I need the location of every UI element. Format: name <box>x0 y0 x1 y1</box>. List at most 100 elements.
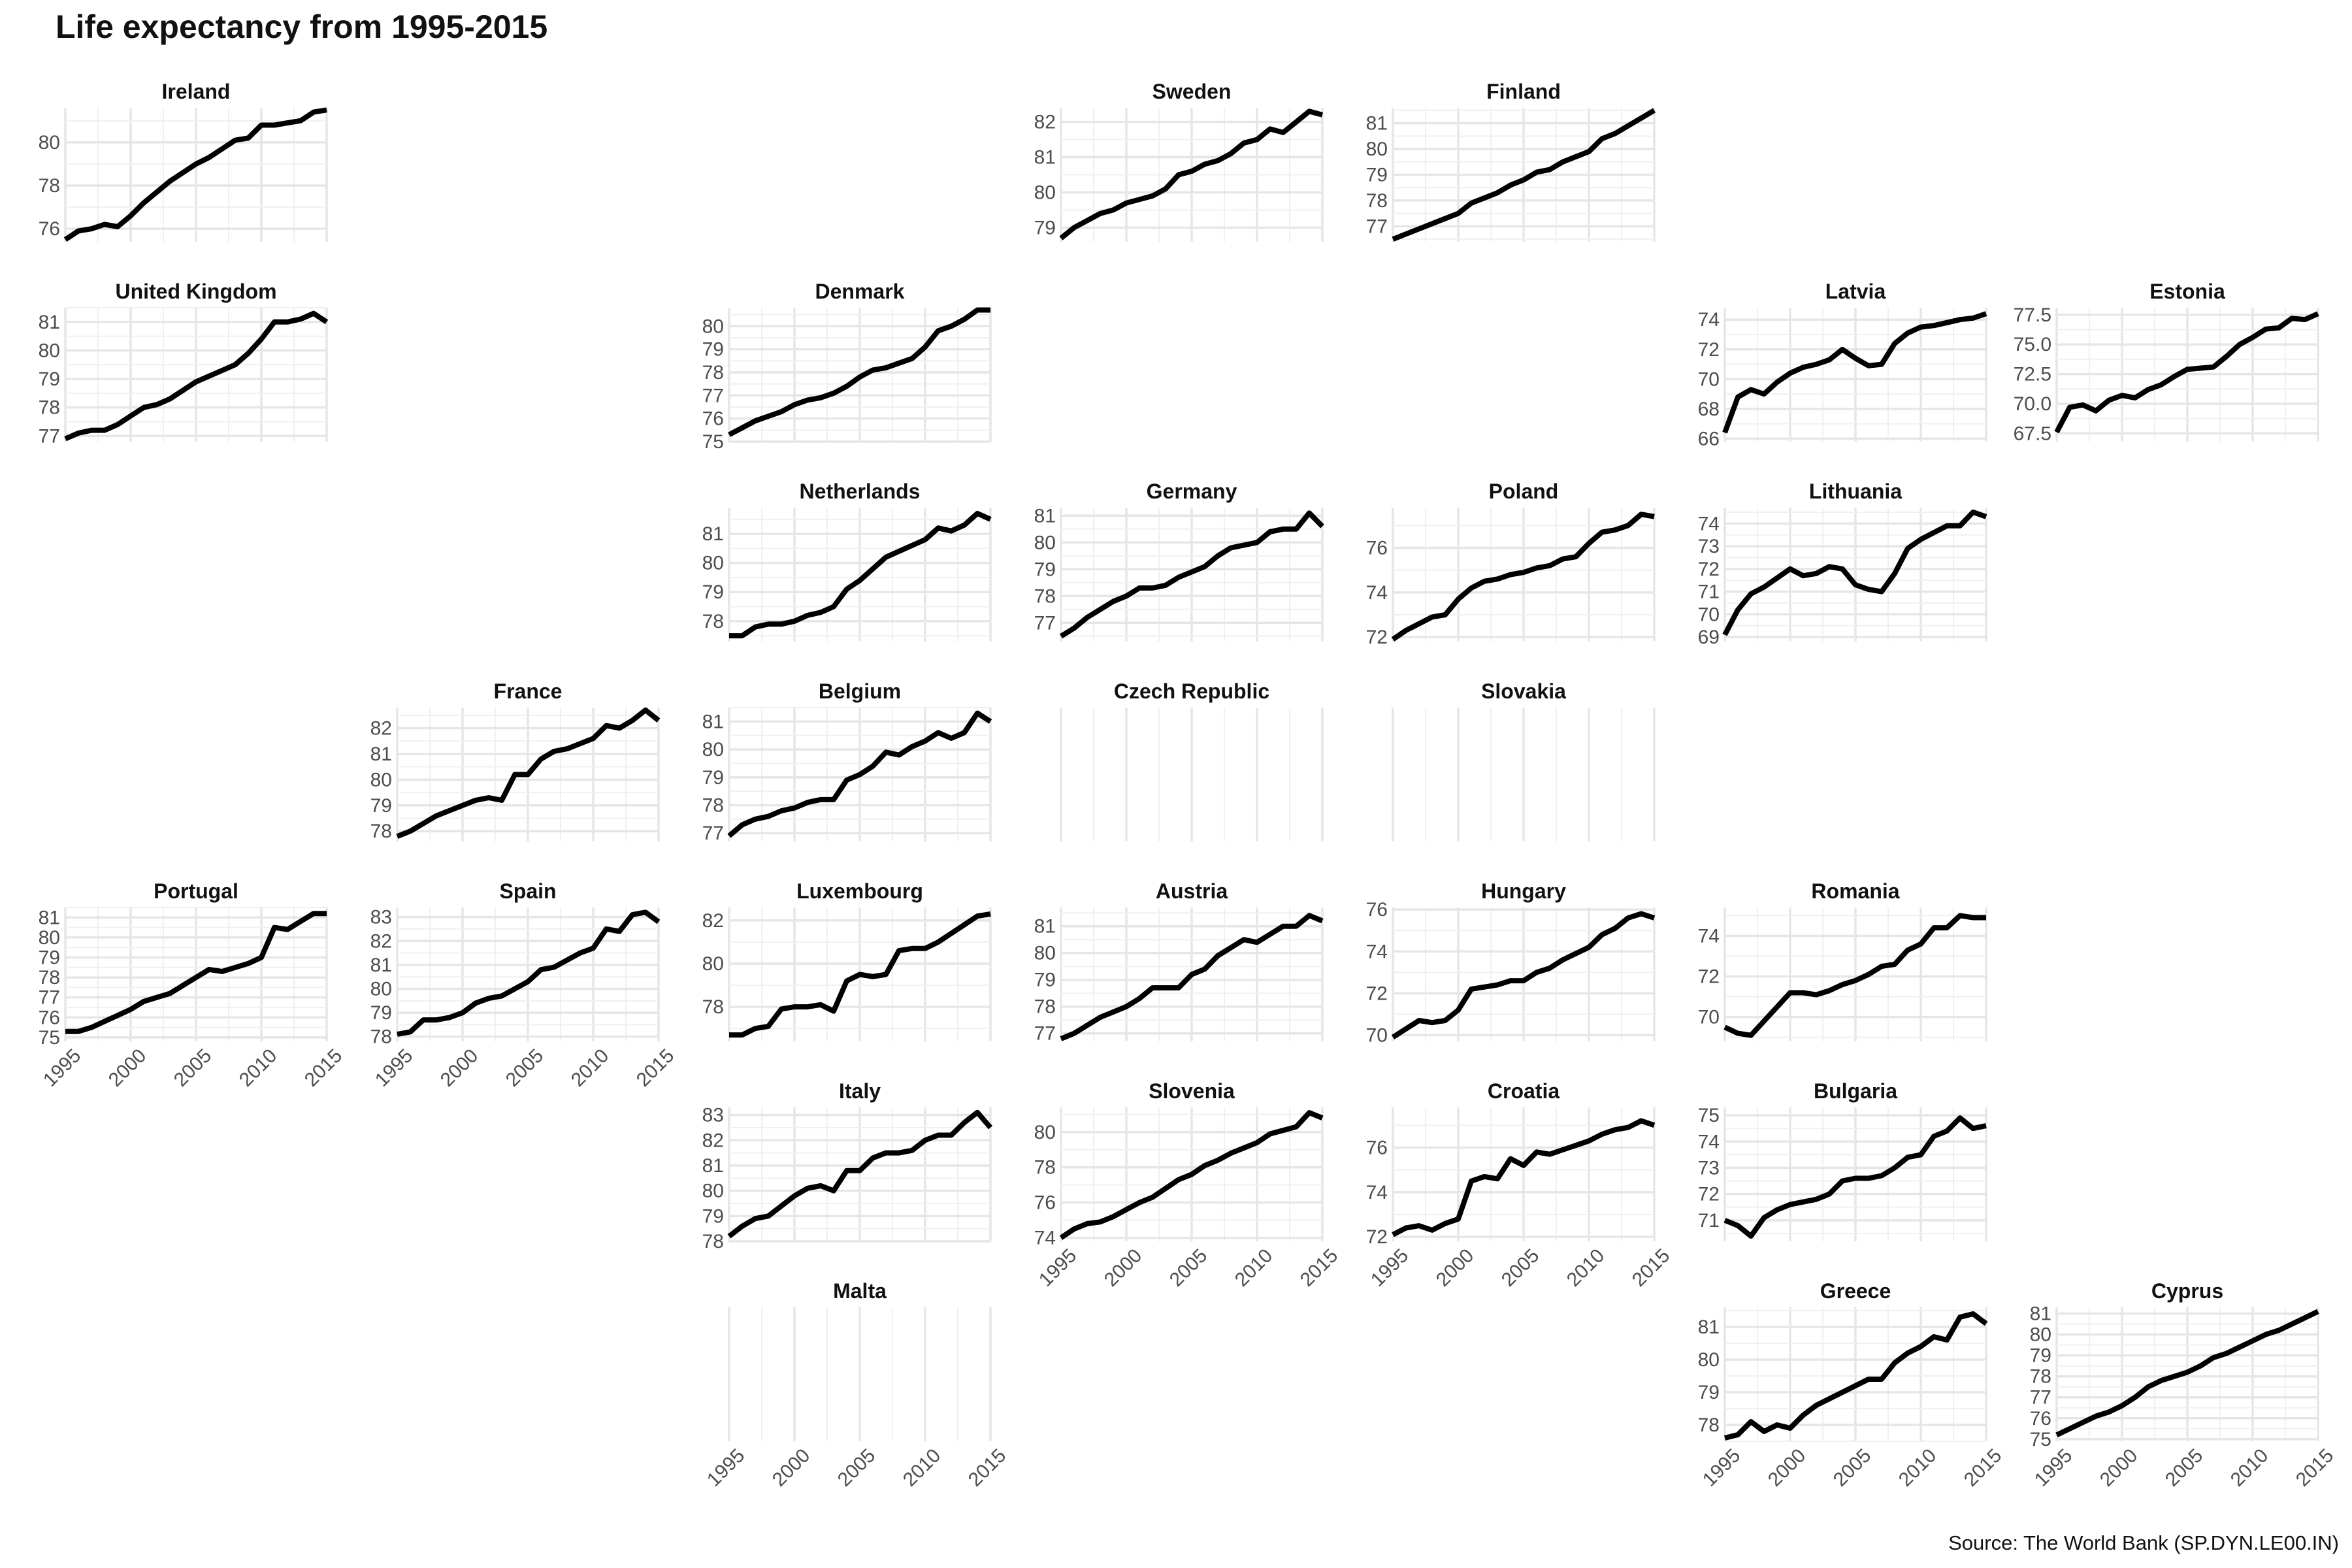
y-tick-label: 83 <box>370 907 392 928</box>
x-tick-label: 1995 <box>371 1045 417 1091</box>
y-tick-label: 79 <box>370 1002 392 1024</box>
facet-title: Croatia <box>1488 1079 1560 1103</box>
x-tick-label: 1995 <box>1367 1245 1413 1291</box>
facet-title: Cyprus <box>2151 1279 2223 1303</box>
y-tick-label: 78 <box>1698 1414 1720 1436</box>
y-tick-label: 83 <box>702 1105 724 1126</box>
facet-title: Netherlands <box>800 480 921 503</box>
y-tick-label: 81 <box>1034 505 1056 527</box>
x-tick-label: 2005 <box>502 1045 548 1091</box>
y-tick-label: 78 <box>702 1231 724 1252</box>
y-tick-label: 81 <box>702 1155 724 1177</box>
y-tick-label: 72 <box>1698 559 1720 580</box>
y-tick-label: 81 <box>2030 1303 2051 1325</box>
series-line-latvia <box>1722 311 1987 434</box>
facet-panel-bulgaria: Bulgaria 71 72 73 74 75 <box>1698 1079 1987 1241</box>
facet-panel-austria: Austria 77 78 79 80 81 <box>1034 879 1324 1045</box>
facet-title: Bulgaria <box>1814 1079 1897 1103</box>
y-tick-label: 76 <box>1366 1137 1388 1159</box>
x-tick-label: 2015 <box>2292 1445 2338 1491</box>
x-tick-label: 1995 <box>2031 1445 2077 1491</box>
x-tick-label: 2000 <box>2096 1445 2142 1491</box>
facet-title: Czech Republic <box>1114 679 1269 703</box>
facet-title: Sweden <box>1152 80 1232 103</box>
y-tick-label: 72 <box>1698 339 1720 361</box>
series-line-ireland <box>63 107 327 242</box>
series-line-estonia <box>2054 311 2319 434</box>
y-tick-label: 78 <box>39 397 60 419</box>
y-tick-label: 81 <box>702 523 724 545</box>
facet-panel-italy: Italy 78 79 80 81 82 83 <box>702 1079 993 1252</box>
y-tick-label: 70.0 <box>2014 393 2051 415</box>
y-tick-label: 80 <box>1034 943 1056 964</box>
facet-panel-germany: Germany 77 78 79 80 81 <box>1034 480 1324 642</box>
x-tick-label: 2005 <box>2161 1445 2208 1491</box>
series-line-spain <box>397 909 661 1037</box>
y-tick-label: 80 <box>39 132 60 154</box>
y-tick-label: 82 <box>1034 112 1056 133</box>
y-tick-label: 74 <box>1698 1131 1720 1152</box>
y-tick-label: 76 <box>39 1007 60 1028</box>
x-tick-label: 2015 <box>632 1045 679 1091</box>
y-tick-label: 80 <box>702 316 724 337</box>
y-tick-label: 78 <box>702 996 724 1018</box>
y-tick-label: 78 <box>702 611 724 632</box>
y-tick-label: 82 <box>370 930 392 952</box>
y-tick-label: 68 <box>1698 399 1720 420</box>
y-tick-label: 82 <box>702 1130 724 1151</box>
x-tick-label: 2015 <box>301 1045 347 1091</box>
facet-title: Luxembourg <box>796 879 923 903</box>
y-tick-label: 80 <box>1034 532 1056 553</box>
facet-title: Belgium <box>819 679 901 703</box>
series-line-hungary <box>1391 911 1656 1039</box>
x-tick-label: 2010 <box>1895 1445 1941 1491</box>
series-line-poland <box>1391 512 1655 642</box>
x-tick-label: 2015 <box>1960 1445 2006 1491</box>
x-tick-label: 2000 <box>436 1045 483 1091</box>
y-tick-label: 70 <box>1698 604 1720 625</box>
y-tick-label: 78 <box>39 175 60 197</box>
y-tick-label: 80 <box>702 553 724 574</box>
y-tick-label: 71 <box>1698 1210 1720 1232</box>
facet-title: Ireland <box>162 80 231 103</box>
y-tick-label: 72 <box>1366 983 1388 1004</box>
facet-title: Greece <box>1820 1279 1891 1303</box>
series-line-france <box>396 707 661 839</box>
y-tick-label: 67.5 <box>2014 423 2051 444</box>
y-tick-label: 81 <box>1034 147 1056 169</box>
series-line-sweden <box>1059 108 1324 240</box>
y-tick-label: 77 <box>1366 216 1388 237</box>
facet-panel-finland: Finland 77 78 79 80 81 <box>1366 80 1656 242</box>
y-tick-label: 80 <box>1034 182 1056 203</box>
y-tick-label: 80 <box>702 953 724 975</box>
y-tick-label: 76 <box>39 218 60 240</box>
y-tick-label: 70 <box>1698 1007 1720 1028</box>
y-tick-label: 70 <box>1698 368 1720 390</box>
series-line-croatia <box>1392 1118 1656 1237</box>
y-tick-label: 72 <box>1366 627 1388 648</box>
y-tick-label: 80 <box>39 927 60 949</box>
series-line-finland <box>1392 108 1656 242</box>
facet-title: Finland <box>1486 80 1561 103</box>
y-tick-label: 75 <box>1698 1105 1720 1126</box>
facet-title: Romania <box>1811 879 1899 903</box>
y-tick-label: 81 <box>1034 916 1056 938</box>
facet-title: France <box>494 679 563 703</box>
y-tick-label: 77 <box>702 385 724 406</box>
x-tick-label: 2000 <box>1100 1245 1147 1291</box>
facet-title: Denmark <box>815 280 905 303</box>
x-tick-label: 1995 <box>39 1045 86 1091</box>
y-tick-label: 75 <box>702 431 724 453</box>
series-line-cyprus <box>2055 1309 2319 1438</box>
y-tick-label: 79 <box>702 581 724 603</box>
y-tick-label: 76 <box>702 408 724 430</box>
facet-panel-luxembourg: Luxembourg 78 80 82 <box>702 879 992 1041</box>
x-tick-label: 1995 <box>1699 1445 1745 1491</box>
facet-panel-hungary: Hungary 70 72 74 76 <box>1366 879 1656 1046</box>
facet-title: Germany <box>1147 480 1237 503</box>
y-tick-label: 79 <box>1698 1382 1720 1403</box>
facet-panel-croatia: Croatia 72 74 76 1995 2000 2005 2010 2015 <box>1366 1079 1674 1291</box>
